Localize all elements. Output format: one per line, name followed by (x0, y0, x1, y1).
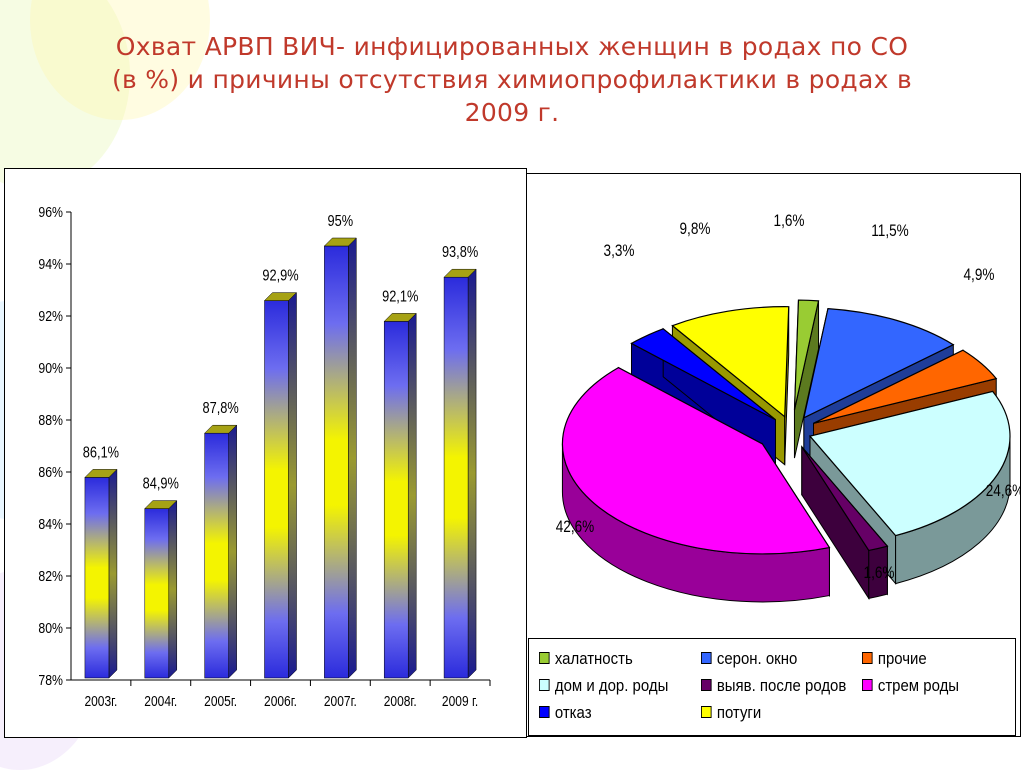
bar-chart: 78% 80% 82% 84% 86% 88% 90% 92% 94% 96% 86,1% 2003г… (38, 204, 491, 710)
bar-data-label: 84,9% (143, 475, 179, 493)
legend-swatch (701, 678, 712, 691)
y-tick-label: 80% (38, 620, 63, 636)
x-tick-label: 2008г. (384, 693, 417, 710)
legend-swatch (701, 705, 712, 718)
bar-top (383, 313, 417, 322)
pie-slice (801, 446, 889, 552)
pie-data-label: 3,3% (604, 242, 635, 261)
bar-top (204, 424, 238, 434)
bar-side (407, 312, 417, 679)
pie-slice (813, 349, 998, 424)
y-tick-label: 96% (38, 204, 63, 220)
bar-data-label: 92,1% (382, 288, 418, 306)
pie-data-label: 1,6% (864, 564, 895, 583)
bar-data-label: 86,1% (83, 444, 119, 462)
legend-item: прочие (862, 649, 927, 669)
legend-item: стрем роды (862, 676, 959, 696)
bar-top (323, 237, 357, 247)
x-tick-label: 2006г. (264, 693, 297, 710)
legend-item: серон. окно (701, 649, 797, 669)
bar-top (144, 500, 178, 509)
legend-swatch (539, 651, 550, 664)
bar (204, 432, 229, 679)
legend-item: халатность (539, 649, 633, 669)
bar-side (348, 237, 357, 679)
legend-label: халатность (554, 649, 633, 668)
legend-swatch (862, 678, 873, 691)
legend-item: выяв. после родов (701, 676, 846, 696)
title-line-1: Охват АРВП ВИЧ- инфицированных женщин в … (115, 32, 909, 61)
bar-top (443, 268, 477, 278)
y-tick-label: 82% (38, 568, 63, 584)
bar-top (263, 292, 298, 301)
legend-label: выяв. после родов (716, 676, 847, 695)
pie-slice (671, 306, 790, 418)
legend-label: потуги (716, 703, 762, 722)
x-tick-label: 2007г. (324, 693, 357, 710)
y-tick-label: 92% (38, 308, 63, 324)
title-line-3: 2009 г. (464, 98, 560, 127)
pie-chart: 1,6% 11,5% 4,9% 24,6% 1,6% 42,6% 3,3% 9,8% (556, 212, 1024, 603)
title-line-2: (в %) и причины отсутствия химиопрофилак… (111, 65, 913, 94)
y-tick-label: 90% (38, 360, 63, 376)
legend-label: серон. окно (716, 649, 798, 668)
y-tick-label: 78% (38, 672, 63, 688)
bar-data-label: 92,9% (262, 267, 298, 285)
pie-slice (808, 390, 1011, 537)
bar (144, 508, 170, 679)
legend-label: отказ (554, 703, 592, 722)
x-tick-label: 2003г. (84, 693, 117, 710)
bar-side (168, 499, 178, 679)
legend-swatch (701, 651, 712, 664)
legend-swatch (539, 705, 550, 718)
bar-side (108, 468, 118, 679)
pie-slice (630, 328, 776, 421)
x-tick-label: 2009 г. (442, 693, 478, 710)
bar-data-label: 93,8% (442, 244, 478, 262)
pie-slice (803, 307, 955, 419)
bar (383, 321, 409, 679)
bar-data-label: 87,8% (203, 400, 239, 418)
pie-data-label: 9,8% (680, 220, 711, 239)
legend-swatch (862, 651, 873, 664)
legend-item: дом и дор. роды (539, 676, 668, 696)
bar (324, 245, 349, 679)
bar-side (228, 424, 237, 679)
pie-slice (793, 299, 820, 411)
bar (264, 300, 289, 679)
legend-item: отказ (539, 703, 592, 723)
x-tick-label: 2004г. (144, 693, 177, 710)
y-tick-label: 94% (38, 256, 63, 272)
y-tick-label: 84% (38, 516, 63, 532)
x-tick-label: 2005г. (204, 693, 237, 710)
legend-swatch (539, 678, 550, 691)
pie-data-label: 42,6% (556, 518, 595, 537)
bar-side (288, 291, 297, 679)
legend-label: прочие (877, 649, 927, 668)
bar-side (467, 268, 477, 679)
pie-legend: халатность серон. окно прочие дом и дор. ро… (528, 638, 1016, 736)
legend-item: потуги (701, 703, 761, 723)
y-tick-label: 86% (38, 464, 63, 480)
y-tick-label: 88% (38, 412, 63, 428)
bar-data-label: 95% (328, 213, 354, 231)
legend-label: дом и дор. роды (554, 676, 669, 695)
page-title: Охват АРВП ВИЧ- инфицированных женщин в … (40, 30, 984, 129)
pie-data-label: 4,9% (964, 266, 995, 285)
bar-chart-panel: 78% 80% 82% 84% 86% 88% 90% 92% 94% 96% 86,1% 2003г… (4, 168, 527, 738)
pie-data-label: 11,5% (871, 222, 909, 241)
legend-label: стрем роды (877, 676, 960, 695)
pie-data-label: 24,6% (986, 482, 1020, 501)
bar (443, 276, 469, 679)
bar-top (84, 469, 118, 478)
pie-slice (561, 366, 831, 555)
pie-data-label: 1,6% (774, 212, 805, 231)
bar (84, 477, 110, 679)
